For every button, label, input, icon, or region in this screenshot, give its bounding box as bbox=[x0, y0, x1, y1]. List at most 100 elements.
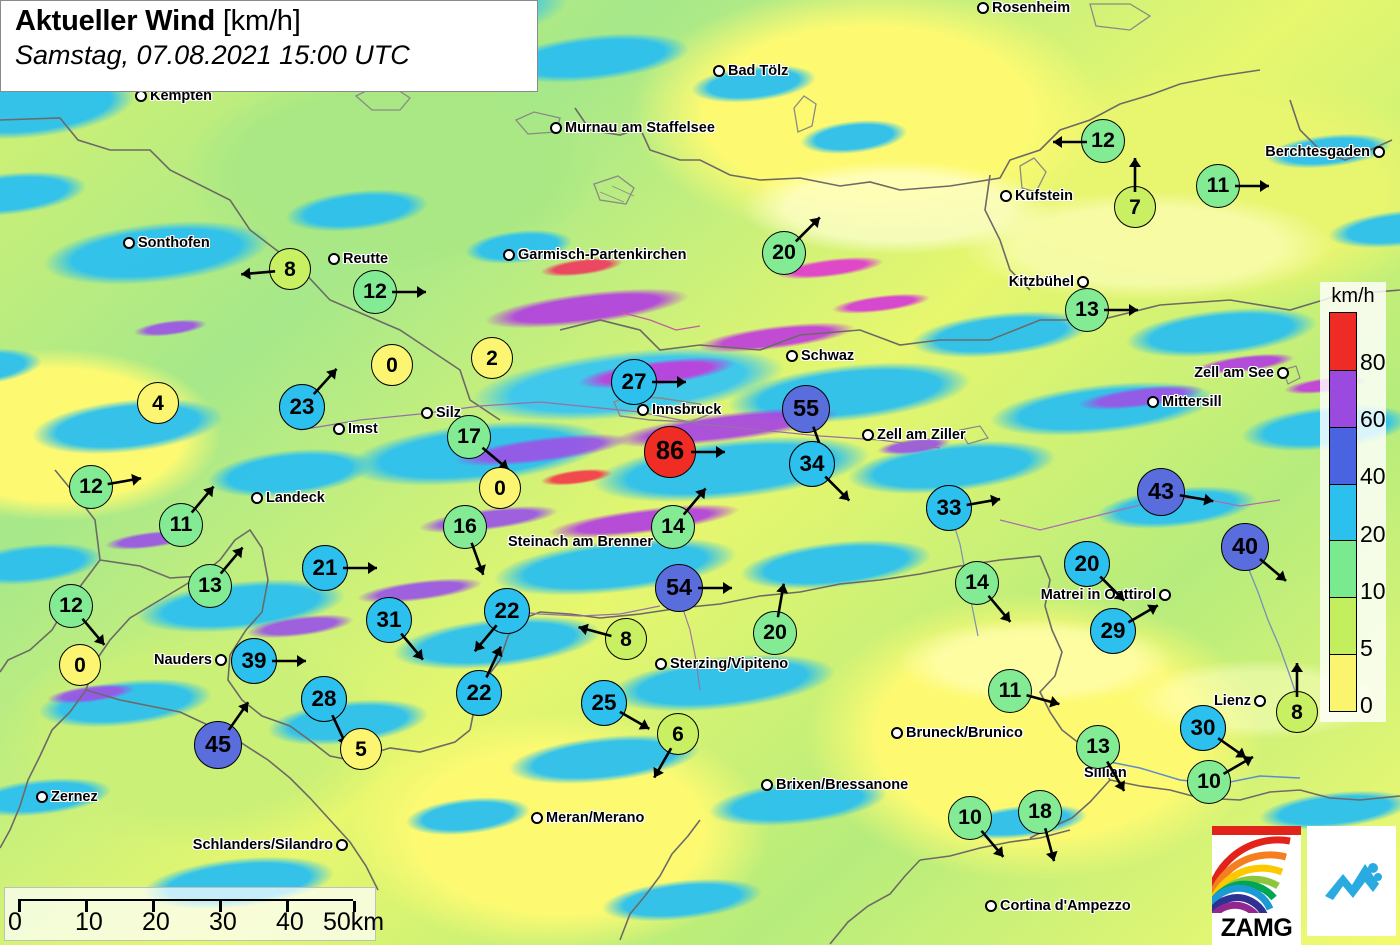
wind-station: 6 bbox=[653, 713, 699, 779]
city-marker-icon bbox=[251, 492, 263, 504]
city-marker-icon bbox=[862, 429, 874, 441]
wind-station: 12 bbox=[69, 465, 142, 509]
station-value-bubble: 12 bbox=[1081, 119, 1125, 163]
wind-station: 11 bbox=[159, 485, 215, 547]
wind-station: 13 bbox=[1065, 288, 1138, 332]
station-value-bubble: 2 bbox=[471, 337, 513, 379]
city-marker-icon bbox=[550, 122, 562, 134]
station-value-bubble: 0 bbox=[59, 644, 101, 686]
legend-tick-label: 80 bbox=[1360, 349, 1386, 376]
legend-tick-label: 20 bbox=[1360, 520, 1386, 547]
city-marker-icon bbox=[1000, 190, 1012, 202]
city-name: Bruneck/Brunico bbox=[906, 725, 1023, 741]
station-value-bubble: 18 bbox=[1018, 790, 1062, 834]
wind-station: 0 bbox=[371, 344, 413, 386]
wind-station: 45 bbox=[194, 701, 250, 769]
wind-station: 23 bbox=[279, 368, 338, 430]
wind-station: 16 bbox=[443, 505, 487, 576]
wind-station: 11 bbox=[988, 669, 1060, 713]
wind-station: 13 bbox=[1076, 725, 1126, 792]
station-value-bubble: 11 bbox=[988, 669, 1032, 713]
station-value-bubble: 17 bbox=[447, 415, 491, 459]
wind-station: 54 bbox=[655, 564, 732, 612]
city-marker-icon bbox=[531, 812, 543, 824]
station-value-bubble: 55 bbox=[782, 385, 830, 433]
wind-station: 22 bbox=[456, 646, 503, 716]
city-label: Landeck bbox=[251, 490, 325, 506]
zamg-wordmark: ZAMG bbox=[1220, 914, 1293, 942]
city-name: Schlanders/Silandro bbox=[192, 837, 333, 853]
city-marker-icon bbox=[1373, 146, 1385, 158]
wind-station: 40 bbox=[1221, 523, 1287, 582]
legend-tick-label: 5 bbox=[1360, 634, 1373, 661]
legend-segment bbox=[1330, 654, 1356, 711]
city-name: Murnau am Staffelsee bbox=[565, 120, 715, 136]
wind-station: 17 bbox=[447, 415, 510, 471]
station-value-bubble: 54 bbox=[655, 564, 703, 612]
wind-station: 2 bbox=[471, 337, 513, 379]
city-label: Steinach am Brenner bbox=[508, 534, 653, 550]
city-label: Kitzbühel bbox=[1009, 274, 1089, 290]
station-value-bubble: 12 bbox=[69, 465, 113, 509]
city-marker-icon bbox=[123, 237, 135, 249]
station-value-bubble: 13 bbox=[188, 564, 232, 608]
city-name: Reutte bbox=[343, 251, 389, 267]
station-value-bubble: 27 bbox=[611, 359, 657, 405]
station-value-bubble: 21 bbox=[302, 545, 348, 591]
city-label: Lienz bbox=[1214, 693, 1266, 709]
station-value-bubble: 31 bbox=[366, 597, 412, 643]
city-name: Matrei in Osttirol bbox=[1040, 587, 1156, 603]
scale-tick bbox=[85, 901, 88, 912]
station-value-bubble: 29 bbox=[1090, 608, 1136, 654]
city-marker-icon bbox=[891, 727, 903, 739]
wind-station: 12 bbox=[353, 270, 426, 314]
city-label: Zernez bbox=[36, 789, 98, 805]
title-line: Aktueller Wind [km/h] bbox=[15, 5, 527, 38]
city-marker-icon bbox=[713, 65, 725, 77]
wind-station: 27 bbox=[611, 359, 686, 405]
station-value-bubble: 45 bbox=[194, 721, 242, 769]
city-name: Garmisch-Partenkirchen bbox=[518, 247, 687, 263]
wind-station: 86 bbox=[644, 426, 725, 478]
scale-rule bbox=[18, 899, 356, 912]
city-marker-icon bbox=[977, 2, 989, 14]
city-label: Bruneck/Brunico bbox=[891, 725, 1023, 741]
city-label: Innsbruck bbox=[637, 402, 721, 418]
wind-station: 10 bbox=[1187, 755, 1254, 804]
wind-station: 8 bbox=[578, 618, 647, 660]
city-name: Bad Tölz bbox=[728, 63, 789, 79]
wind-station: 39 bbox=[231, 638, 306, 684]
legend-segment bbox=[1330, 369, 1356, 427]
wind-station: 14 bbox=[651, 487, 707, 549]
wind-station: 14 bbox=[955, 561, 1012, 623]
station-value-bubble: 0 bbox=[371, 344, 413, 386]
city-marker-icon bbox=[333, 423, 345, 435]
station-value-bubble: 7 bbox=[1114, 186, 1156, 228]
legend-segment bbox=[1330, 313, 1356, 370]
scale-tick-label: 50km bbox=[323, 908, 385, 936]
city-name: Meran/Merano bbox=[546, 810, 645, 826]
city-label: Reutte bbox=[328, 251, 388, 267]
wind-station: 4 bbox=[137, 382, 179, 424]
city-label: Schlanders/Silandro bbox=[193, 837, 348, 853]
station-value-bubble: 10 bbox=[948, 796, 992, 840]
station-value-bubble: 20 bbox=[753, 611, 797, 655]
city-marker-icon bbox=[655, 658, 667, 670]
city-marker-icon bbox=[215, 654, 227, 666]
scale-tick bbox=[353, 901, 356, 912]
legend-colorbar bbox=[1329, 312, 1357, 712]
legend-unit-label: km/h bbox=[1331, 285, 1375, 307]
city-marker-icon bbox=[36, 791, 48, 803]
station-value-bubble: 8 bbox=[269, 248, 311, 290]
station-value-bubble: 11 bbox=[1196, 164, 1240, 208]
station-value-bubble: 22 bbox=[484, 588, 530, 634]
station-value-bubble: 22 bbox=[456, 670, 502, 716]
city-marker-icon bbox=[1077, 276, 1089, 288]
city-name: Innsbruck bbox=[652, 402, 722, 418]
wind-station: 20 bbox=[762, 216, 821, 275]
title-main: Aktueller Wind bbox=[15, 5, 215, 37]
wind-station: 20 bbox=[1064, 541, 1126, 602]
station-value-bubble: 25 bbox=[581, 680, 627, 726]
station-value-bubble: 20 bbox=[1064, 541, 1110, 587]
